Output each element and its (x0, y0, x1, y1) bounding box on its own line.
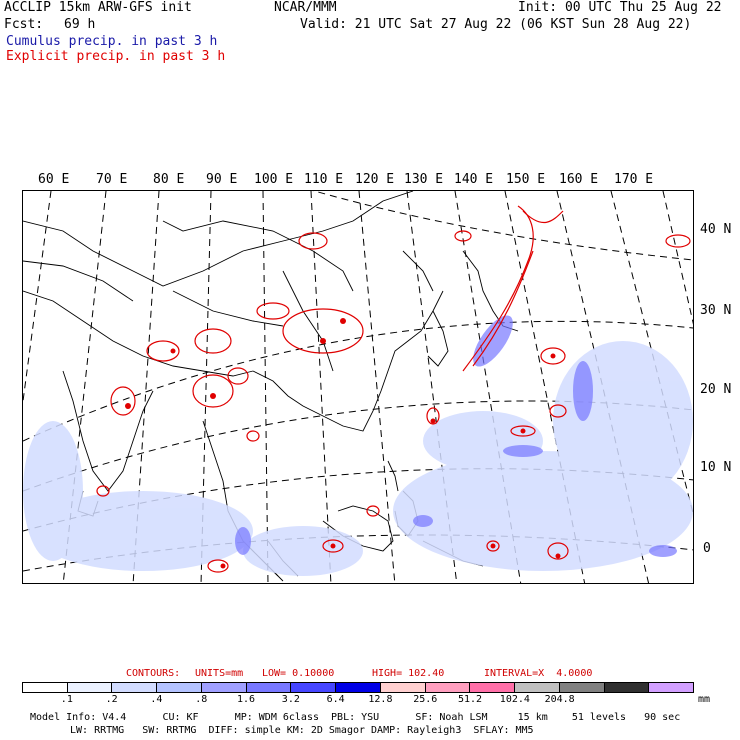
explicit-precip-fill (125, 318, 561, 569)
colorbar-cell (649, 683, 694, 692)
contours-high: HIGH= 102.40 (372, 668, 445, 679)
colorbar-cell (201, 683, 247, 692)
cumulus-precip-moderate (235, 315, 677, 557)
lon-label: 110 E (304, 172, 344, 187)
lat-label: 30 N (700, 303, 732, 318)
colorbar-tick-label: 204.8 (544, 694, 575, 705)
lon-label: 160 E (559, 172, 599, 187)
colorbar-cell (157, 683, 202, 692)
explicit-precip (96, 205, 691, 573)
colorbar-cell (336, 683, 381, 692)
forecast-hour: 69 h (64, 17, 96, 32)
colorbar-cell (67, 683, 113, 692)
colorbar-tick-label: .4 (150, 694, 163, 705)
colorbar-tick-label: .8 (195, 694, 208, 705)
forecast-label: Fcst: (4, 17, 44, 32)
lon-label: 140 E (454, 172, 494, 187)
colorbar-tick-label: 1.6 (237, 694, 256, 705)
contours-interval: INTERVAL=X 4.0000 (484, 668, 593, 679)
colorbar-cell (380, 683, 426, 692)
colorbar-cell (112, 683, 158, 692)
colorbar-tick-label: 3.2 (281, 694, 300, 705)
lon-label: 120 E (355, 172, 395, 187)
colorbar-tick-label: 25.6 (413, 694, 438, 705)
lat-label: 0 (703, 541, 711, 556)
colorbar-tick-label: 102.4 (499, 694, 530, 705)
valid-time: Valid: 21 UTC Sat 27 Aug 22 (06 KST Sun … (300, 17, 692, 32)
colorbar-cell (291, 683, 337, 692)
center-label: NCAR/MMM (274, 0, 337, 15)
model-info-line1: Model Info: V4.4 CU: KF MP: WDM 6class P… (30, 712, 681, 723)
colorbar-tick-label: .1 (60, 694, 73, 705)
precipitation-map (22, 190, 694, 584)
colorbar (22, 682, 694, 693)
model-info-line2: LW: RRTMG SW: RRTMG DIFF: simple KM: 2D … (70, 725, 534, 736)
colorbar-tick-label: 12.8 (368, 694, 393, 705)
map-canvas (23, 191, 693, 583)
colorbar-tick-label: 51.2 (458, 694, 483, 705)
colorbar-tick-label: .2 (105, 694, 118, 705)
lon-label: 60 E (38, 172, 70, 187)
lat-label: 10 N (700, 460, 732, 475)
colorbar-cell (425, 683, 471, 692)
lon-label: 90 E (206, 172, 238, 187)
colorbar-cell (246, 683, 292, 692)
lon-label: 70 E (96, 172, 128, 187)
contours-low: LOW= 0.10000 (262, 668, 335, 679)
lon-label: 150 E (506, 172, 546, 187)
legend-cumulus: Cumulus precip. in past 3 h (6, 34, 218, 49)
lat-label: 20 N (700, 382, 732, 397)
contours-units: UNITS=mm (195, 668, 244, 679)
colorbar-cell (515, 683, 560, 692)
colorbar-cell (559, 683, 605, 692)
lat-label: 40 N (700, 222, 732, 237)
colorbar-unit: mm (698, 694, 711, 705)
init-time: Init: 00 UTC Thu 25 Aug 22 (518, 0, 722, 15)
model-title: ACCLIP 15km ARW-GFS init (4, 0, 192, 15)
lon-label: 100 E (254, 172, 294, 187)
cumulus-precip (23, 341, 693, 576)
contours-label: CONTOURS: (126, 668, 181, 679)
colorbar-tick-label: 6.4 (326, 694, 345, 705)
colorbar-cell (470, 683, 516, 692)
legend-explicit: Explicit precip. in past 3 h (6, 49, 226, 64)
lon-label: 130 E (404, 172, 444, 187)
lon-label: 170 E (614, 172, 654, 187)
colorbar-cell (23, 683, 68, 692)
lon-label: 80 E (153, 172, 185, 187)
colorbar-cell (604, 683, 650, 692)
